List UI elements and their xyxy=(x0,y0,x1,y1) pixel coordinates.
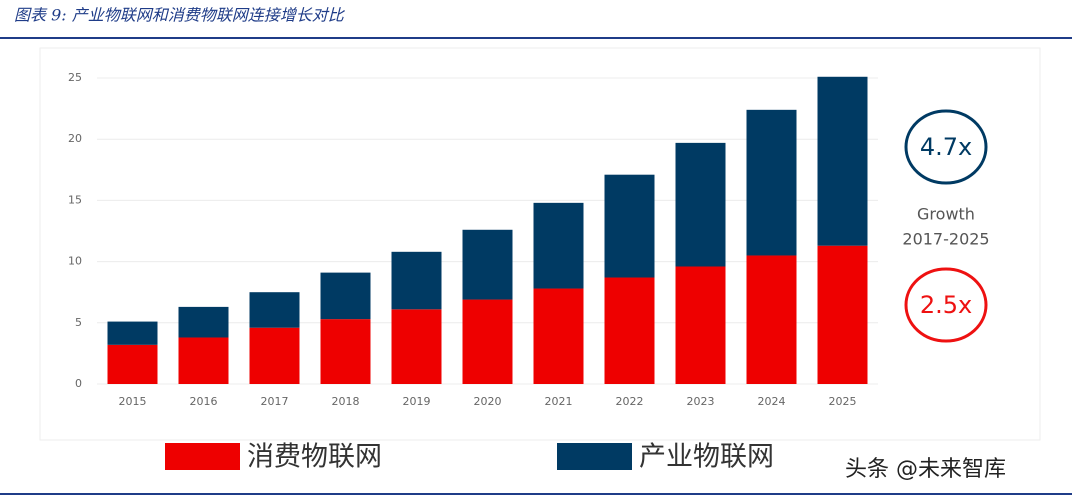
y-tick-label: 0 xyxy=(75,377,82,390)
x-tick-label: 2018 xyxy=(332,395,360,408)
y-tick-label: 10 xyxy=(68,255,82,268)
annotation: 2017-2025 xyxy=(902,230,989,249)
y-tick-label: 25 xyxy=(68,71,82,84)
bar-segment xyxy=(462,299,513,384)
bar-segment xyxy=(462,229,513,300)
bar-segment xyxy=(320,272,371,320)
x-tick-label: 2025 xyxy=(829,395,857,408)
bar-segment xyxy=(107,321,158,345)
bar-segment xyxy=(320,319,371,384)
bar-segment xyxy=(533,202,584,289)
chart-frame xyxy=(39,47,1041,441)
x-tick-label: 2023 xyxy=(687,395,715,408)
x-tick-label: 2016 xyxy=(190,395,218,408)
x-tick-label: 2021 xyxy=(545,395,573,408)
bar-segment xyxy=(817,76,868,246)
legend-label: 产业物联网 xyxy=(639,442,774,473)
bar-segment xyxy=(107,344,158,384)
legend-swatch xyxy=(165,443,240,470)
bar-segment xyxy=(675,142,726,267)
bar-segment xyxy=(604,174,655,278)
chart-title: 图表 9: 产业物联网和消费物联网连接增长对比 xyxy=(14,6,346,25)
growth-circle xyxy=(904,109,988,185)
y-tick-label: 20 xyxy=(68,132,82,145)
x-tick-label: 2019 xyxy=(403,395,431,408)
bar-segment xyxy=(604,277,655,384)
bar-segment xyxy=(746,255,797,384)
annotation: Growth xyxy=(917,205,975,224)
x-tick-label: 2022 xyxy=(616,395,644,408)
annotation: 2.5x xyxy=(920,291,972,319)
x-tick-label: 2015 xyxy=(119,395,147,408)
bar-segment xyxy=(391,309,442,384)
x-tick-label: 2024 xyxy=(758,395,786,408)
legend-swatch xyxy=(557,443,632,470)
bar-segment xyxy=(746,109,797,256)
y-tick-label: 15 xyxy=(68,193,82,206)
bar-segment xyxy=(178,337,229,384)
bar-segment xyxy=(675,266,726,384)
y-tick-label: 5 xyxy=(75,316,82,329)
x-tick-label: 2017 xyxy=(261,395,289,408)
bar-segment xyxy=(249,327,300,384)
growth-circle xyxy=(904,267,988,343)
bar-segment xyxy=(533,288,584,384)
annotation: 4.7x xyxy=(920,133,972,161)
bar-segment xyxy=(391,251,442,310)
legend-label: 消费物联网 xyxy=(247,442,382,473)
bar-segment xyxy=(817,245,868,384)
watermark: 头条 @未来智库 xyxy=(845,457,1006,482)
x-tick-label: 2020 xyxy=(474,395,502,408)
bar-segment xyxy=(178,306,229,338)
bar-segment xyxy=(249,292,300,328)
